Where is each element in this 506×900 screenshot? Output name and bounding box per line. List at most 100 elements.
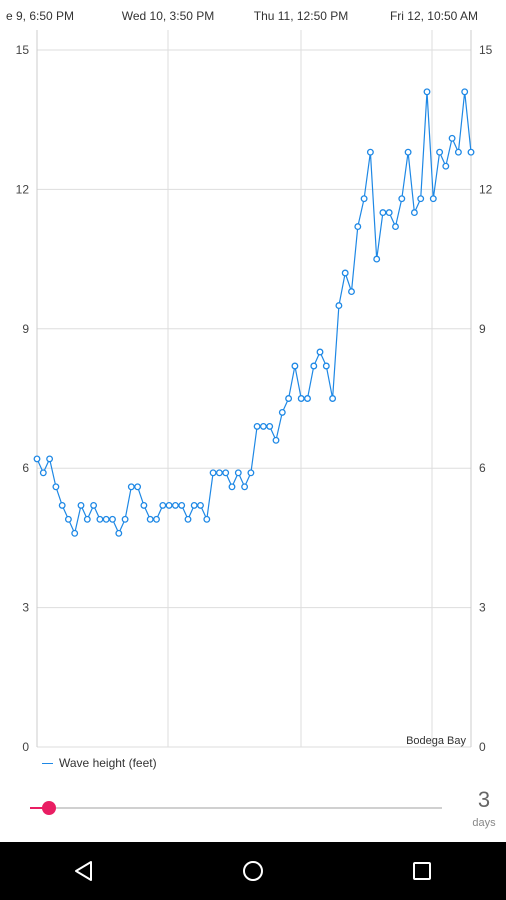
- recents-icon: [412, 862, 431, 880]
- data-point: [171, 501, 179, 509]
- data-point: [71, 529, 79, 537]
- y-tick-label-right: 9: [479, 322, 486, 336]
- data-point: [423, 88, 431, 96]
- data-point: [348, 288, 355, 296]
- days-value: 3: [477, 787, 491, 812]
- data-point: [39, 469, 47, 477]
- data-point: [241, 483, 249, 491]
- y-tick-label-right: 12: [479, 182, 493, 196]
- data-point: [429, 195, 437, 203]
- back-icon: [75, 861, 93, 881]
- back-button[interactable]: [54, 842, 114, 900]
- data-point: [448, 134, 456, 142]
- data-point: [373, 255, 381, 263]
- data-point: [215, 469, 223, 477]
- data-point: [291, 362, 299, 370]
- data-point: [178, 501, 186, 509]
- data-point: [222, 469, 230, 477]
- x-tick-label: Thu 11, 12:50 PM: [254, 9, 349, 23]
- data-point: [341, 269, 349, 277]
- days-unit: days: [472, 817, 496, 829]
- data-point: [266, 422, 274, 430]
- location-annotation: Bodega Bay: [406, 735, 466, 747]
- data-point: [203, 515, 211, 523]
- data-point: [190, 501, 198, 509]
- data-point: [454, 148, 462, 156]
- data-point: [228, 483, 236, 491]
- data-point: [96, 515, 104, 523]
- y-tick-label-left: 9: [22, 322, 29, 336]
- y-tick-label-right: 15: [479, 43, 493, 57]
- data-point: [165, 501, 173, 509]
- data-point: [83, 515, 91, 523]
- days-slider[interactable]: [30, 798, 442, 818]
- x-tick-label: Fri 12, 10:50 AM: [390, 9, 478, 23]
- slider-track[interactable]: [30, 807, 442, 809]
- y-tick-label-right: 6: [479, 461, 486, 475]
- legend-swatch: [42, 762, 53, 764]
- y-tick-label-left: 15: [16, 43, 30, 57]
- data-point: [64, 515, 72, 523]
- data-point: [360, 195, 368, 203]
- series-line: [36, 91, 472, 534]
- data-point: [442, 162, 450, 170]
- data-point: [278, 408, 286, 416]
- data-point: [77, 501, 85, 509]
- data-point: [52, 483, 60, 491]
- data-point: [366, 148, 374, 156]
- data-point: [146, 515, 154, 523]
- data-point: [385, 209, 393, 217]
- x-tick-label: e 9, 6:50 PM: [6, 9, 74, 23]
- data-point: [354, 223, 362, 231]
- wave-height-chart: 0 0 3 3 6 6 9 9 12 12 15 15 e 9, 6:50 PM Wed 10, 3:50…: [6, 9, 493, 754]
- data-point: [209, 469, 217, 477]
- data-point: [410, 209, 418, 217]
- slider-thumb[interactable]: [42, 801, 56, 815]
- data-point: [153, 515, 160, 523]
- data-point: [461, 88, 469, 96]
- home-button[interactable]: [223, 842, 283, 900]
- data-point: [247, 469, 255, 477]
- data-point: [379, 209, 387, 217]
- y-tick-label-right: 0: [479, 740, 486, 754]
- data-point: [184, 515, 192, 523]
- data-point: [304, 395, 311, 402]
- data-point: [259, 422, 267, 430]
- data-point: [121, 515, 129, 523]
- slider-fill: [30, 807, 49, 809]
- data-point: [285, 395, 293, 402]
- data-point: [33, 455, 41, 463]
- data-point: [436, 148, 444, 156]
- y-tick-label-right: 3: [479, 601, 486, 615]
- data-point: [404, 148, 412, 156]
- y-tick-label-left: 6: [22, 461, 29, 475]
- data-point: [329, 395, 337, 402]
- data-point: [467, 148, 475, 156]
- y-tick-label-left: 0: [22, 740, 29, 754]
- data-point: [109, 515, 116, 523]
- data-point: [335, 302, 343, 310]
- data-point: [417, 195, 425, 203]
- home-icon: [242, 861, 263, 881]
- data-point: [127, 483, 135, 491]
- data-point: [234, 469, 242, 477]
- data-point: [398, 195, 406, 203]
- data-point: [46, 455, 54, 463]
- recents-button[interactable]: [392, 842, 452, 900]
- y-tick-label-left: 3: [22, 601, 29, 615]
- data-point: [159, 501, 167, 509]
- data-point: [58, 501, 66, 509]
- data-point: [322, 362, 330, 370]
- data-point: [297, 395, 305, 402]
- data-point: [272, 436, 280, 444]
- y-tick-label-left: 12: [16, 182, 30, 196]
- data-point: [115, 529, 123, 537]
- data-point: [90, 501, 98, 509]
- data-point: [316, 348, 324, 356]
- navigation-bar: [0, 842, 506, 900]
- legend: Wave height (feet): [42, 754, 157, 772]
- data-point: [197, 501, 204, 509]
- data-point: [102, 515, 110, 523]
- legend-label: Wave height (feet): [59, 756, 157, 770]
- data-point: [140, 501, 148, 509]
